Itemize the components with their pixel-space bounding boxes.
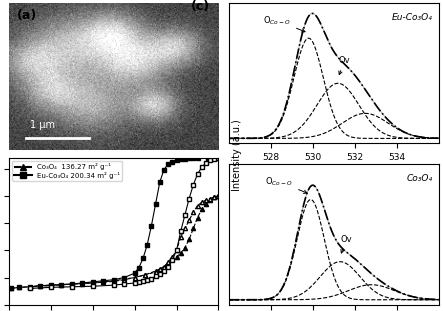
- Text: Ov: Ov: [341, 234, 352, 253]
- Legend: Co₃O₄  136.27 m² g⁻¹, Eu-Co₃O₄ 200.34 m² g⁻¹: Co₃O₄ 136.27 m² g⁻¹, Eu-Co₃O₄ 200.34 m² …: [12, 161, 122, 181]
- Text: (c): (c): [191, 0, 210, 13]
- Text: O$_{Co-O}$: O$_{Co-O}$: [265, 175, 307, 193]
- Text: Co₃O₄: Co₃O₄: [406, 174, 432, 183]
- Text: O$_{Co-O}$: O$_{Co-O}$: [263, 14, 305, 32]
- Text: 1 μm: 1 μm: [30, 120, 55, 130]
- Text: Ov: Ov: [338, 56, 350, 75]
- Text: (a): (a): [17, 9, 38, 22]
- Text: Eu-Co₃O₄: Eu-Co₃O₄: [392, 13, 432, 22]
- Text: Intensity (a.u.): Intensity (a.u.): [232, 120, 242, 191]
